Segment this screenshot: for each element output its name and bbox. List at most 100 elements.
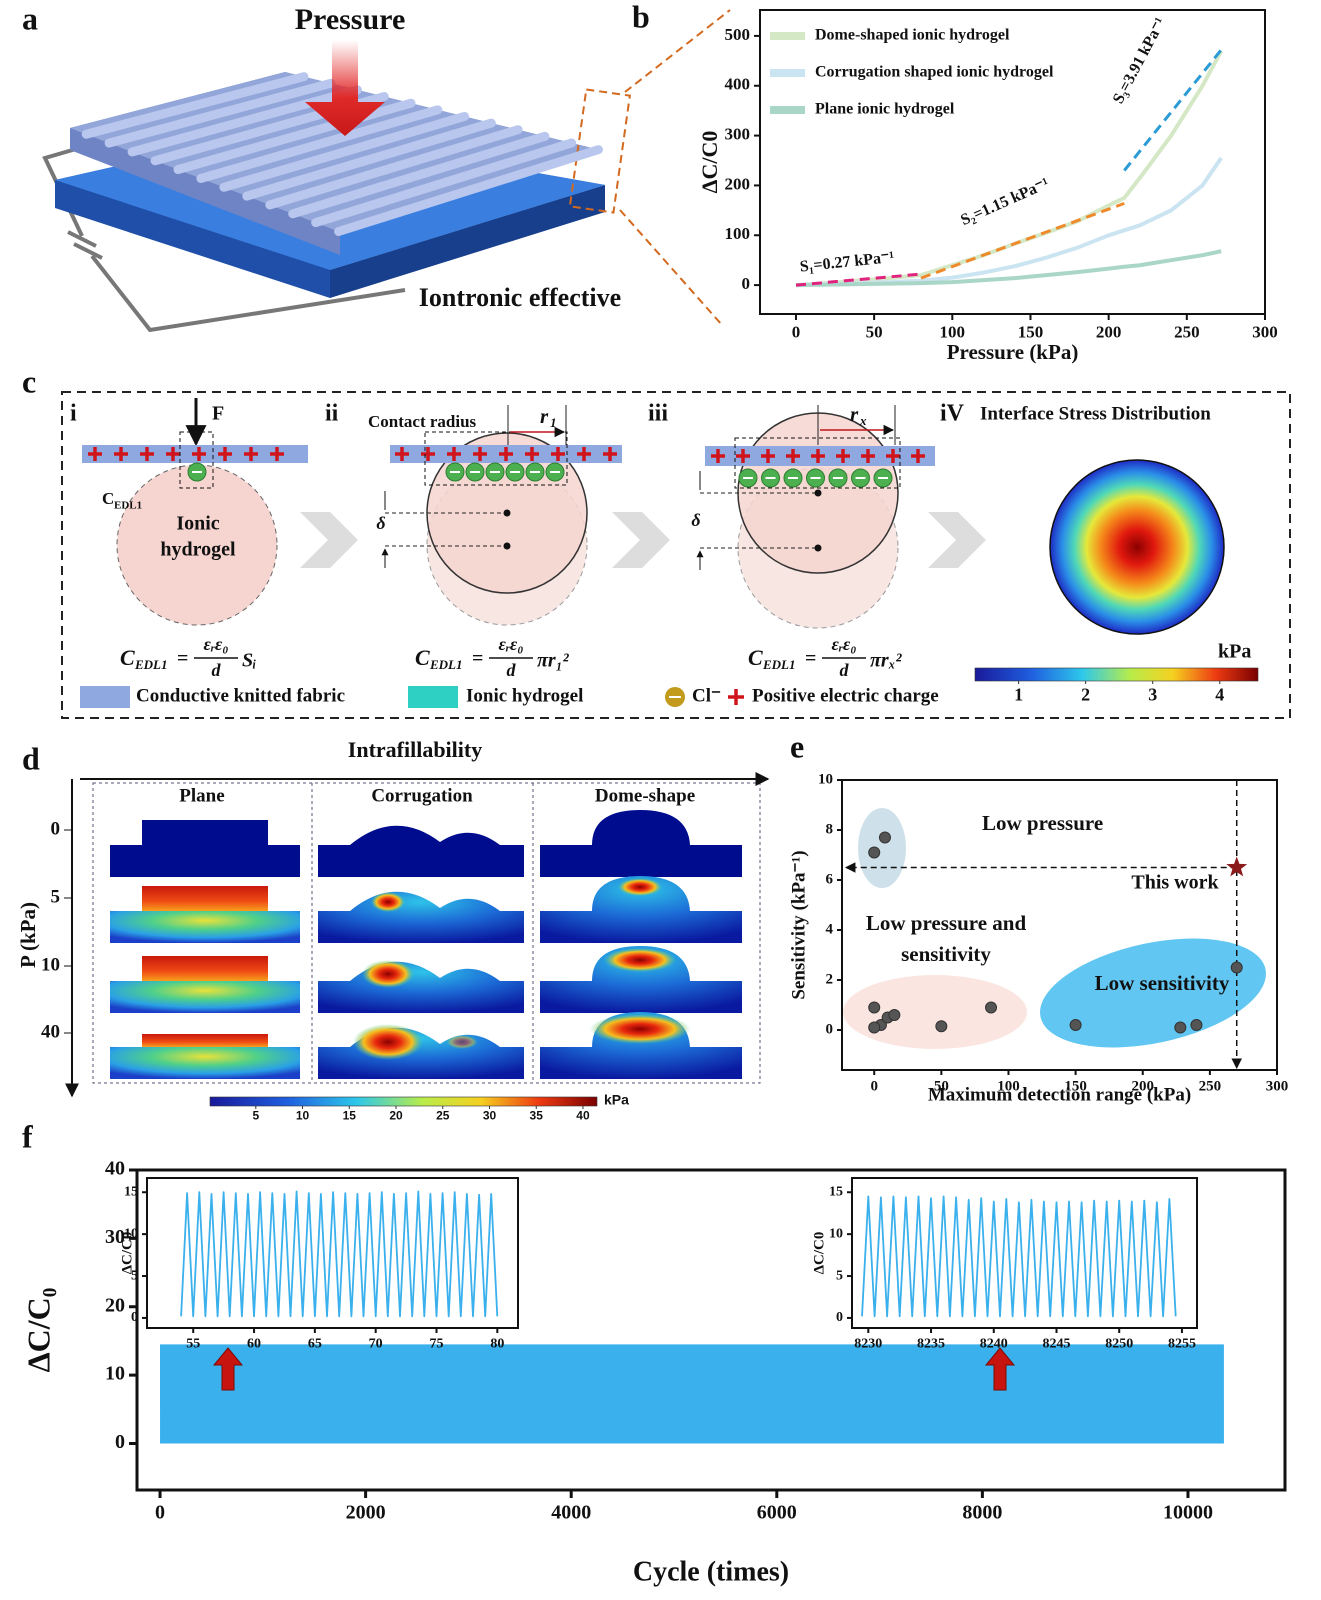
plus-sign [728,689,744,705]
x-tick-label: 100 [940,323,966,342]
x-tick-label: 2000 [346,1502,386,1524]
sim-hotspot [590,1014,690,1044]
plus-sign [140,447,154,461]
y-tick-label: 4 [826,921,834,937]
fiber [127,85,362,157]
plus-sign [166,447,180,461]
contact-box [734,437,901,489]
y-tick-label: 100 [725,224,751,243]
stress-title: Interface Stress Distribution [980,403,1211,424]
circuit [42,140,406,333]
data-point [868,846,881,859]
equation: d [840,660,850,680]
x-tick-label: 250 [1199,1078,1222,1094]
equation: d [212,660,222,680]
plus-sign [244,447,258,461]
data-point [1174,1021,1187,1034]
legend-text: Ionic hydrogel [466,685,583,706]
equation: = [805,648,816,670]
sim-hotspot [353,1024,423,1060]
equation: πr₁² [537,650,570,672]
colorbar [974,667,1259,682]
panel-label: e [790,728,804,764]
plus-sign [270,447,284,461]
x-tick-label: 0 [870,1078,878,1094]
y-tick-label: 10 [105,1363,125,1385]
data-point [1190,1019,1203,1031]
y-axis-label: ΔC/C0 [119,1232,135,1275]
x-tick-label: 100 [997,1078,1020,1094]
y-tick-label: 15 [124,1184,138,1199]
delta-guide [700,492,818,549]
data-point [985,1001,998,1014]
x-tick-label: 6000 [757,1502,797,1524]
fit-line [920,201,1125,280]
colorbar [209,1096,598,1107]
column-label: Dome-shape [595,785,695,806]
sim-plane-top [142,886,268,911]
equation: C [748,645,763,670]
hydrogel-side [330,185,605,298]
pointer-arrow [984,1347,1016,1391]
x-tick-label: 300 [1266,1078,1289,1094]
x-tick-label: 65 [308,1336,322,1351]
stress-map [1049,459,1225,635]
plus-sign [811,449,825,463]
colorbar-unit: kPa [1218,641,1251,663]
panel-frame [92,782,761,1084]
region-label: Low pressure and [866,911,1027,935]
step-label: iV [940,401,965,427]
x-tick-label: 0 [155,1502,165,1524]
legend-text: Cl⁻ [692,685,721,706]
delta-guide [385,512,507,547]
level-label: 0 [51,818,61,839]
plus-sign [395,447,409,461]
data-point [1069,1019,1082,1031]
sim-hotspot [362,960,414,988]
x-axis-label: Pressure (kPa) [947,340,1079,364]
force-label: F [212,403,224,425]
y-tick-label: 8 [826,821,834,837]
pressure-arrow [305,40,385,136]
equation: C [415,645,430,670]
x-tick-label: 250 [1174,323,1200,342]
y-tick-label: 15 [829,1184,843,1199]
region-label: Low sensitivity [1095,971,1230,995]
sim-plane-base [110,981,300,1013]
contact-box [179,431,214,489]
x-tick-label: 80 [490,1336,504,1351]
equation: = [472,648,483,670]
panel-label: f [22,1118,33,1154]
plus-sign [114,447,128,461]
highlight-point [1226,856,1248,877]
plus-sign [603,447,617,461]
sim-plane-top [142,956,268,981]
equation: εᵣε₀ [203,634,228,654]
x-tick-label: 8235 [917,1336,945,1351]
fiber [196,105,443,183]
y-axis-label: Sensitivity (kPa⁻¹) [788,850,809,999]
x-tick-label: 8250 [1105,1336,1133,1351]
colorbar-tick-label: 35 [530,1108,544,1122]
y-tick-label: 10 [818,771,833,787]
equation: εᵣε₀ [831,634,856,654]
level-label: 10 [41,954,60,975]
colorbar-tick-label: 4 [1215,684,1224,704]
data-line [861,1195,1177,1318]
sim-dome [540,1012,742,1079]
x-axis-label: Maximum detection range (kPa) [928,1084,1191,1105]
y-tick-label: 0 [131,1310,138,1325]
fiber [334,145,603,236]
plus-sign [786,449,800,463]
x-tick-label: 10000 [1163,1502,1213,1524]
contact-box [424,431,568,486]
equation: EDL1 [134,657,168,672]
panel-label: d [22,740,40,776]
y-tick-label: 10 [829,1226,843,1241]
x-tick-label: 0 [792,323,801,342]
y-tick-label: 500 [725,25,751,44]
data-line [180,1190,499,1318]
step-label: i [70,401,77,427]
region [843,975,1027,1049]
